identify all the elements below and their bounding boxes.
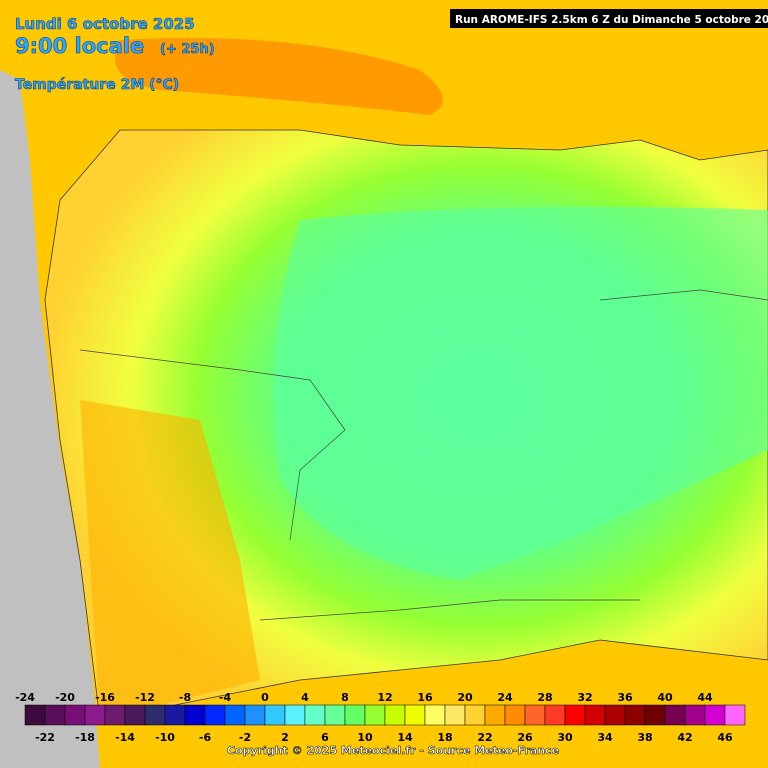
parameter: Température 2M (°C) <box>15 77 179 93</box>
legend-label: 40 <box>657 691 673 704</box>
legend-swatch <box>664 704 686 726</box>
legend-label: 36 <box>617 691 633 704</box>
legend-label: -12 <box>135 691 155 704</box>
legend-label: 12 <box>377 691 392 704</box>
legend-label: 42 <box>677 731 692 744</box>
legend-swatch <box>524 704 546 726</box>
legend-label: 8 <box>341 691 349 704</box>
legend-label: -4 <box>219 691 232 704</box>
legend-swatch <box>364 704 386 726</box>
legend-swatch <box>284 704 306 726</box>
legend-swatch <box>544 704 566 726</box>
legend-swatch <box>704 704 726 726</box>
legend-swatch <box>204 704 226 726</box>
legend-label: 2 <box>281 731 289 744</box>
legend-swatch <box>184 704 206 726</box>
legend-label: -2 <box>239 731 251 744</box>
legend-label: 6 <box>321 731 329 744</box>
legend-label: 14 <box>397 731 413 744</box>
legend-swatch <box>124 704 146 726</box>
legend-label: -18 <box>75 731 95 744</box>
legend-swatch <box>164 704 186 726</box>
legend-label: 18 <box>437 731 452 744</box>
legend-swatch <box>104 704 126 726</box>
legend-swatch <box>404 704 426 726</box>
legend-swatch <box>724 704 746 726</box>
legend-swatch <box>584 704 606 726</box>
legend-swatch <box>24 704 46 726</box>
date: Lundi 6 octobre 2025 <box>15 15 195 33</box>
legend-swatch <box>304 704 326 726</box>
legend-swatch <box>344 704 366 726</box>
legend-swatch <box>624 704 646 726</box>
legend-swatch <box>564 704 586 726</box>
legend-label: -24 <box>15 691 35 704</box>
legend-swatch <box>264 704 286 726</box>
out-of-domain <box>0 70 100 768</box>
legend-label: -16 <box>95 691 115 704</box>
legend-swatch <box>44 704 66 726</box>
legend-label: 10 <box>357 731 373 744</box>
legend-swatch <box>244 704 266 726</box>
run-box <box>450 9 768 28</box>
copyright: Copyright © 2025 Meteociel.fr - Source M… <box>227 744 559 757</box>
legend-swatch <box>64 704 86 726</box>
legend-swatch <box>604 704 626 726</box>
legend-label: -6 <box>199 731 212 744</box>
legend-label: 16 <box>417 691 433 704</box>
legend-swatch <box>464 704 486 726</box>
legend-swatch <box>384 704 406 726</box>
legend-swatch <box>224 704 246 726</box>
legend-label: 20 <box>457 691 473 704</box>
legend: -24-22-20-18-16-14-12-10-8-6-4-202468101… <box>15 691 746 744</box>
legend-swatch <box>144 704 166 726</box>
legend-swatch <box>684 704 706 726</box>
warm-coast <box>80 400 260 720</box>
legend-label: 22 <box>477 731 492 744</box>
legend-swatch <box>444 704 466 726</box>
legend-label: 30 <box>557 731 573 744</box>
legend-swatch <box>84 704 106 726</box>
legend-label: 4 <box>301 691 309 704</box>
legend-label: -20 <box>55 691 75 704</box>
time: 9:00 locale <box>15 34 144 58</box>
legend-label: 26 <box>517 731 533 744</box>
run-info: Run AROME-IFS 2.5km 6 Z du Dimanche 5 oc… <box>455 14 768 26</box>
legend-label: 34 <box>597 731 613 744</box>
warm-sea-band <box>115 38 443 115</box>
legend-label: 28 <box>537 691 552 704</box>
legend-label: -22 <box>35 731 55 744</box>
legend-label: 38 <box>637 731 652 744</box>
legend-label: -14 <box>115 731 135 744</box>
legend-label: -8 <box>179 691 191 704</box>
legend-swatch <box>324 704 346 726</box>
legend-label: 24 <box>497 691 513 704</box>
legend-swatch <box>644 704 666 726</box>
legend-label: 46 <box>717 731 733 744</box>
legend-swatch <box>424 704 446 726</box>
legend-label: 44 <box>697 691 713 704</box>
legend-label: 32 <box>577 691 592 704</box>
legend-swatch <box>484 704 506 726</box>
lead-time: (+ 25h) <box>160 42 215 57</box>
legend-label: -10 <box>155 731 175 744</box>
legend-label: 0 <box>261 691 269 704</box>
legend-swatch <box>504 704 526 726</box>
cool-plateau <box>273 206 768 580</box>
